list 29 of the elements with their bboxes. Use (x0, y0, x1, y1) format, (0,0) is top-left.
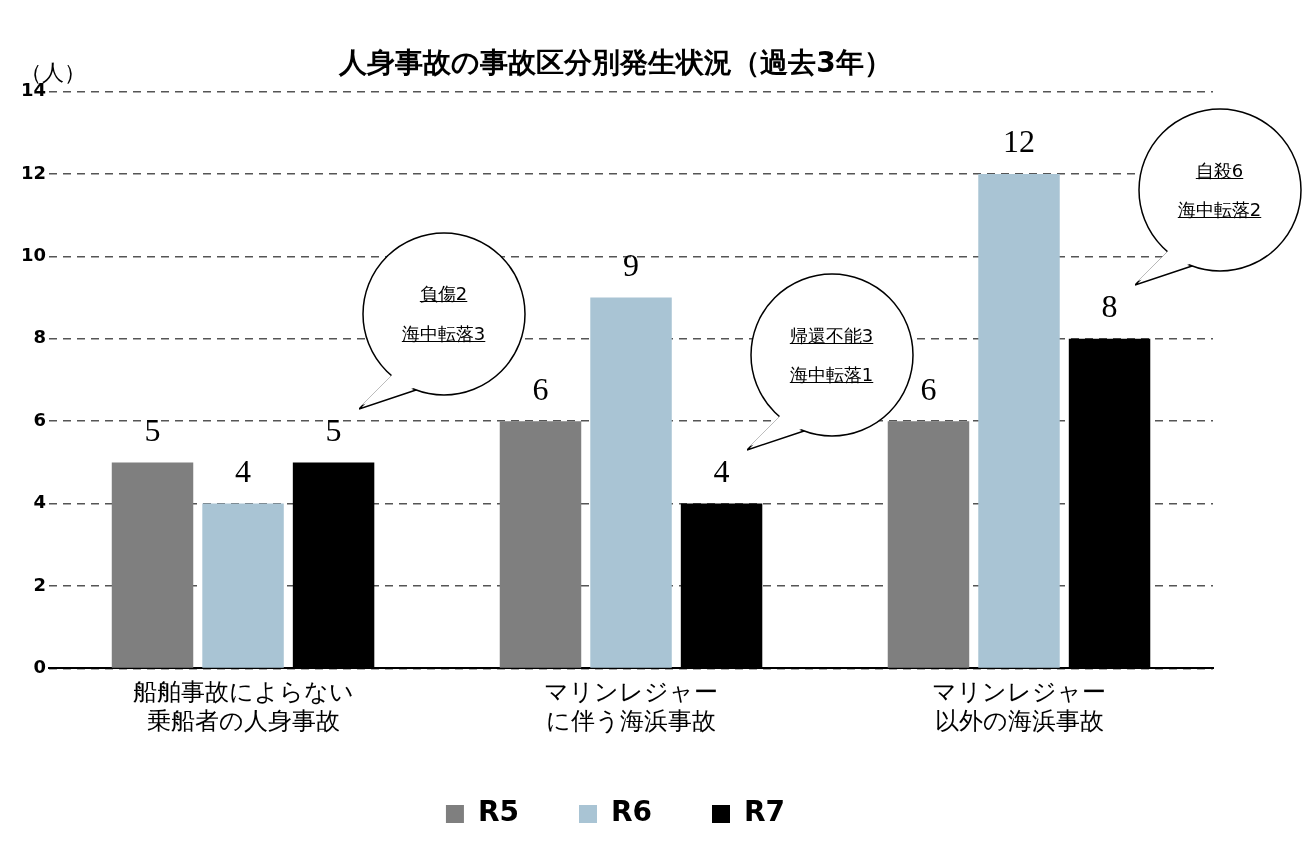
x-tick-label: マリンレジャー以外の海浜事故 (932, 678, 1107, 735)
data-label: 12 (1003, 123, 1036, 160)
data-label: 4 (713, 453, 730, 490)
legend-label: R6 (610, 795, 653, 829)
chart-title: 人身事故の事故区分別発生状況（過去3年） (338, 46, 892, 80)
bar (111, 462, 194, 668)
data-label: 9 (623, 247, 640, 284)
data-label: 5 (144, 411, 161, 448)
bar (499, 421, 582, 668)
data-label: 4 (235, 453, 252, 490)
legend-label: R7 (744, 795, 786, 829)
y-tick-label: 4 (33, 491, 47, 513)
legend-label: R5 (477, 795, 519, 829)
y-tick-label: 6 (33, 408, 47, 430)
y-tick-label: 0 (33, 656, 47, 678)
bar (590, 297, 672, 668)
data-label: 6 (920, 370, 937, 407)
x-tick-label: マリンレジャーに伴う海浜事故 (544, 678, 719, 735)
y-tick-label: 8 (33, 326, 47, 348)
bar (978, 174, 1060, 668)
bar (887, 421, 970, 668)
y-tick-label: 12 (20, 161, 47, 183)
y-tick-label: 2 (33, 573, 47, 595)
data-label: 5 (325, 411, 342, 448)
bar (202, 503, 284, 668)
data-label: 6 (532, 370, 549, 407)
x-tick-label: 船舶事故によらない乗船者の人身事故 (132, 678, 354, 735)
data-label: 8 (1101, 288, 1118, 325)
y-tick-label: 10 (20, 244, 47, 266)
